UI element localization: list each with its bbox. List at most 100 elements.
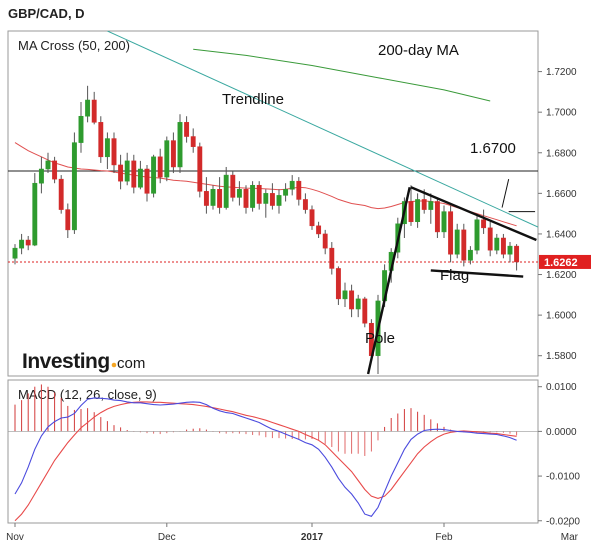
- macd-histogram: [14, 384, 518, 456]
- candle-body: [170, 140, 176, 168]
- candle-body: [335, 268, 341, 300]
- macd-y-axis: 0.0100 0.0000 -0.0100 -0.0200: [538, 382, 580, 527]
- price-y-axis: 1.5800 1.6000 1.6200 1.6400 1.6600 1.6800 1.70…: [538, 67, 577, 362]
- level-label: 1.6700: [470, 140, 516, 157]
- candle-body: [415, 199, 421, 223]
- pole-label: Pole: [365, 330, 395, 347]
- candle-body: [302, 199, 308, 210]
- x-tick-label: Feb: [435, 532, 453, 543]
- candle-body: [342, 290, 348, 300]
- x-tick-label: 2017: [301, 532, 324, 543]
- candle-body: [71, 142, 77, 231]
- macd-line: [14, 397, 517, 517]
- candle-body: [309, 209, 315, 227]
- candle-body: [283, 189, 289, 196]
- candle-body: [236, 189, 242, 198]
- chart-title: GBP/CAD, D: [8, 6, 85, 21]
- candle-body: [45, 160, 51, 170]
- candle-body: [217, 189, 223, 208]
- candle-body: [32, 182, 38, 246]
- candle-body: [111, 138, 117, 166]
- candle-body: [467, 249, 473, 261]
- candle-body: [131, 160, 137, 188]
- macd-signal-line: [14, 401, 517, 522]
- candle-body: [177, 122, 183, 168]
- candle-body: [151, 156, 157, 194]
- macd-plot: [8, 384, 538, 522]
- candle-body: [78, 115, 84, 143]
- candle-body: [481, 219, 487, 229]
- last-price-badge: 1.6262: [539, 254, 591, 269]
- candle-body: [408, 201, 414, 223]
- macd-y-tick-label: 0.0000: [546, 427, 577, 438]
- candle-body: [230, 174, 236, 198]
- candle-body: [65, 209, 71, 231]
- price-plot: [8, 31, 538, 375]
- svg-text:Investing: Investing: [22, 350, 110, 373]
- candle-body: [428, 201, 434, 210]
- candle-body: [461, 229, 467, 261]
- candle-body: [507, 245, 513, 255]
- x-tick-label: Dec: [158, 532, 176, 543]
- candle-body: [104, 138, 110, 158]
- ma200-line: [193, 48, 491, 102]
- candle-body: [91, 99, 97, 123]
- candle-body: [349, 290, 355, 310]
- candle-body: [454, 229, 460, 255]
- candle-body: [355, 298, 361, 310]
- candle-body: [98, 122, 104, 158]
- macd-y-tick-label: -0.0100: [546, 472, 580, 483]
- candle-body: [52, 160, 58, 180]
- candle-body: [494, 237, 500, 251]
- candle-body: [25, 239, 31, 246]
- x-axis: Nov Dec 2017 Feb Mar: [6, 523, 579, 543]
- investing-logo: Investing com: [22, 350, 145, 373]
- candle-body: [58, 178, 64, 210]
- price-y-tick-label: 1.7000: [546, 108, 577, 119]
- last-price-label: 1.6262: [544, 257, 578, 269]
- price-y-tick-label: 1.6600: [546, 189, 577, 200]
- trendline-label: Trendline: [222, 91, 284, 108]
- candle-body: [441, 211, 447, 233]
- candle-body: [434, 201, 440, 233]
- candle-body: [12, 247, 18, 259]
- flag-lower-line: [430, 269, 524, 278]
- macd-y-tick-label: 0.0100: [546, 382, 577, 393]
- candles: [12, 85, 520, 374]
- price-y-tick-label: 1.7200: [546, 67, 577, 78]
- candle-body: [474, 219, 480, 251]
- candle-body: [487, 227, 493, 251]
- candle-body: [19, 239, 25, 249]
- candle-body: [157, 156, 163, 178]
- candle-body: [184, 122, 190, 137]
- candle-body: [124, 160, 130, 182]
- candle-body: [164, 140, 170, 178]
- candle-body: [85, 99, 91, 117]
- price-y-tick-label: 1.6200: [546, 270, 577, 281]
- candle-body: [243, 189, 249, 208]
- price-y-tick-label: 1.6000: [546, 311, 577, 322]
- candle-body: [316, 225, 322, 235]
- ma200-label: 200-day MA: [378, 42, 459, 59]
- flag-label: Flag: [440, 267, 469, 284]
- candle-body: [269, 193, 275, 206]
- pole-line: [366, 187, 411, 375]
- svg-text:com: com: [117, 355, 145, 372]
- price-y-tick-label: 1.6800: [546, 148, 577, 159]
- candle-body: [448, 211, 454, 255]
- candle-body: [256, 184, 262, 204]
- x-tick-label: Mar: [561, 532, 579, 543]
- candle-body: [190, 136, 196, 147]
- candle-body: [223, 174, 229, 208]
- candle-body: [500, 237, 506, 255]
- candle-body: [421, 199, 427, 210]
- candle-body: [210, 189, 216, 206]
- candle-body: [289, 180, 295, 190]
- macd-y-tick-label: -0.0200: [546, 516, 580, 527]
- candle-body: [296, 180, 302, 200]
- candle-body: [144, 168, 150, 194]
- macd-panel-title: MACD (12, 26, close, 9): [18, 387, 157, 402]
- candle-body: [362, 298, 368, 324]
